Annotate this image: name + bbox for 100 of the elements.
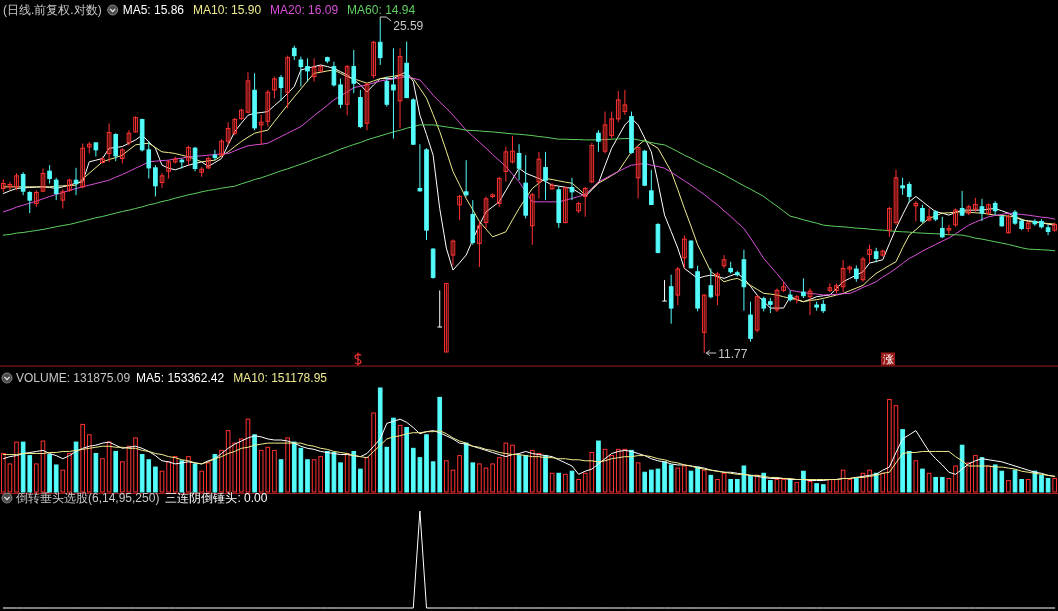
bar bbox=[834, 479, 839, 493]
bar bbox=[1025, 479, 1031, 493]
bar bbox=[887, 398, 892, 493]
bar bbox=[344, 453, 350, 493]
bar bbox=[490, 463, 495, 493]
bar bbox=[920, 468, 925, 493]
candlestick bbox=[371, 40, 376, 79]
bar bbox=[748, 474, 753, 493]
bar bbox=[93, 453, 99, 493]
bar bbox=[172, 456, 178, 493]
bar bbox=[80, 423, 85, 493]
bar bbox=[867, 469, 872, 493]
candlestick bbox=[457, 194, 462, 221]
text: MA5: 15.86 bbox=[122, 3, 185, 17]
bar bbox=[219, 449, 224, 493]
candlestick bbox=[384, 76, 390, 108]
candlestick bbox=[1006, 213, 1011, 234]
candlestick bbox=[496, 176, 502, 208]
bar bbox=[906, 450, 912, 493]
candlestick bbox=[285, 55, 290, 109]
bar bbox=[596, 440, 601, 493]
bar bbox=[272, 449, 277, 493]
candlestick bbox=[536, 151, 542, 199]
candlestick bbox=[40, 168, 46, 193]
bar bbox=[424, 434, 429, 493]
candlestick bbox=[192, 146, 198, 172]
candlestick bbox=[748, 301, 753, 343]
bar bbox=[794, 482, 800, 493]
bar bbox=[1006, 480, 1011, 493]
bar bbox=[774, 479, 780, 493]
bar bbox=[192, 463, 198, 493]
bar bbox=[635, 462, 641, 493]
text: MA10: 15.90 bbox=[193, 3, 262, 17]
bar bbox=[543, 455, 548, 493]
bar bbox=[73, 441, 79, 493]
bar bbox=[371, 412, 376, 493]
bar bbox=[483, 467, 489, 493]
text: 三连阴倒锤头: 0.00 bbox=[165, 491, 268, 505]
bar bbox=[728, 479, 733, 493]
candlestick bbox=[939, 216, 945, 239]
bar bbox=[205, 462, 211, 493]
bar bbox=[854, 476, 859, 493]
candlestick bbox=[463, 159, 469, 197]
annotation: 11.77 bbox=[718, 346, 748, 361]
bar bbox=[827, 479, 833, 493]
bar bbox=[153, 466, 158, 493]
candlestick bbox=[272, 76, 277, 99]
bar bbox=[1045, 477, 1051, 493]
bar bbox=[14, 441, 19, 493]
bar bbox=[986, 465, 991, 493]
candlestick bbox=[212, 149, 218, 161]
candlestick bbox=[258, 114, 264, 146]
text: MA20: 16.09 bbox=[270, 3, 339, 17]
candlestick bbox=[80, 143, 85, 189]
bar bbox=[933, 476, 938, 493]
candlestick bbox=[331, 61, 337, 88]
bar bbox=[768, 480, 773, 493]
candlestick bbox=[159, 172, 165, 189]
bar bbox=[682, 465, 687, 493]
candlestick bbox=[920, 204, 925, 224]
bar bbox=[900, 429, 905, 493]
candlestick bbox=[510, 135, 515, 165]
bar bbox=[166, 461, 171, 493]
bar bbox=[1039, 474, 1044, 493]
candlestick bbox=[675, 266, 681, 306]
bar bbox=[715, 479, 720, 493]
bar bbox=[662, 461, 667, 493]
candlestick bbox=[219, 138, 224, 158]
bar bbox=[946, 477, 952, 493]
bar bbox=[510, 444, 515, 493]
bar bbox=[100, 458, 105, 493]
candlestick bbox=[649, 169, 654, 206]
bar bbox=[708, 474, 714, 493]
chart-title: 倒转垂头选股(6,14,95,250) bbox=[16, 491, 160, 505]
bar bbox=[239, 438, 244, 493]
candlestick bbox=[959, 190, 965, 217]
bar bbox=[397, 424, 403, 493]
text: MA5: 153362.42 bbox=[136, 371, 225, 385]
candlestick bbox=[391, 47, 396, 140]
candlestick bbox=[715, 271, 720, 306]
candlestick bbox=[377, 19, 383, 66]
candlestick bbox=[589, 142, 595, 184]
bar bbox=[391, 417, 396, 493]
bar bbox=[34, 463, 39, 493]
chart-title: (日线.前复权.对数) bbox=[3, 3, 102, 17]
candlestick bbox=[338, 78, 343, 109]
candlestick bbox=[166, 159, 171, 180]
chart-title: VOLUME: 131875.09 bbox=[16, 371, 131, 385]
bar bbox=[338, 462, 343, 493]
bar bbox=[305, 459, 310, 493]
candlestick bbox=[27, 190, 33, 214]
bar bbox=[721, 472, 727, 493]
candlestick bbox=[298, 56, 304, 88]
candlestick bbox=[47, 164, 52, 184]
candlestick bbox=[827, 282, 833, 293]
candlestick bbox=[701, 293, 707, 354]
text: MA60: 14.94 bbox=[347, 3, 416, 17]
candlestick bbox=[450, 238, 456, 266]
candlestick bbox=[893, 169, 899, 226]
bar bbox=[966, 462, 972, 493]
